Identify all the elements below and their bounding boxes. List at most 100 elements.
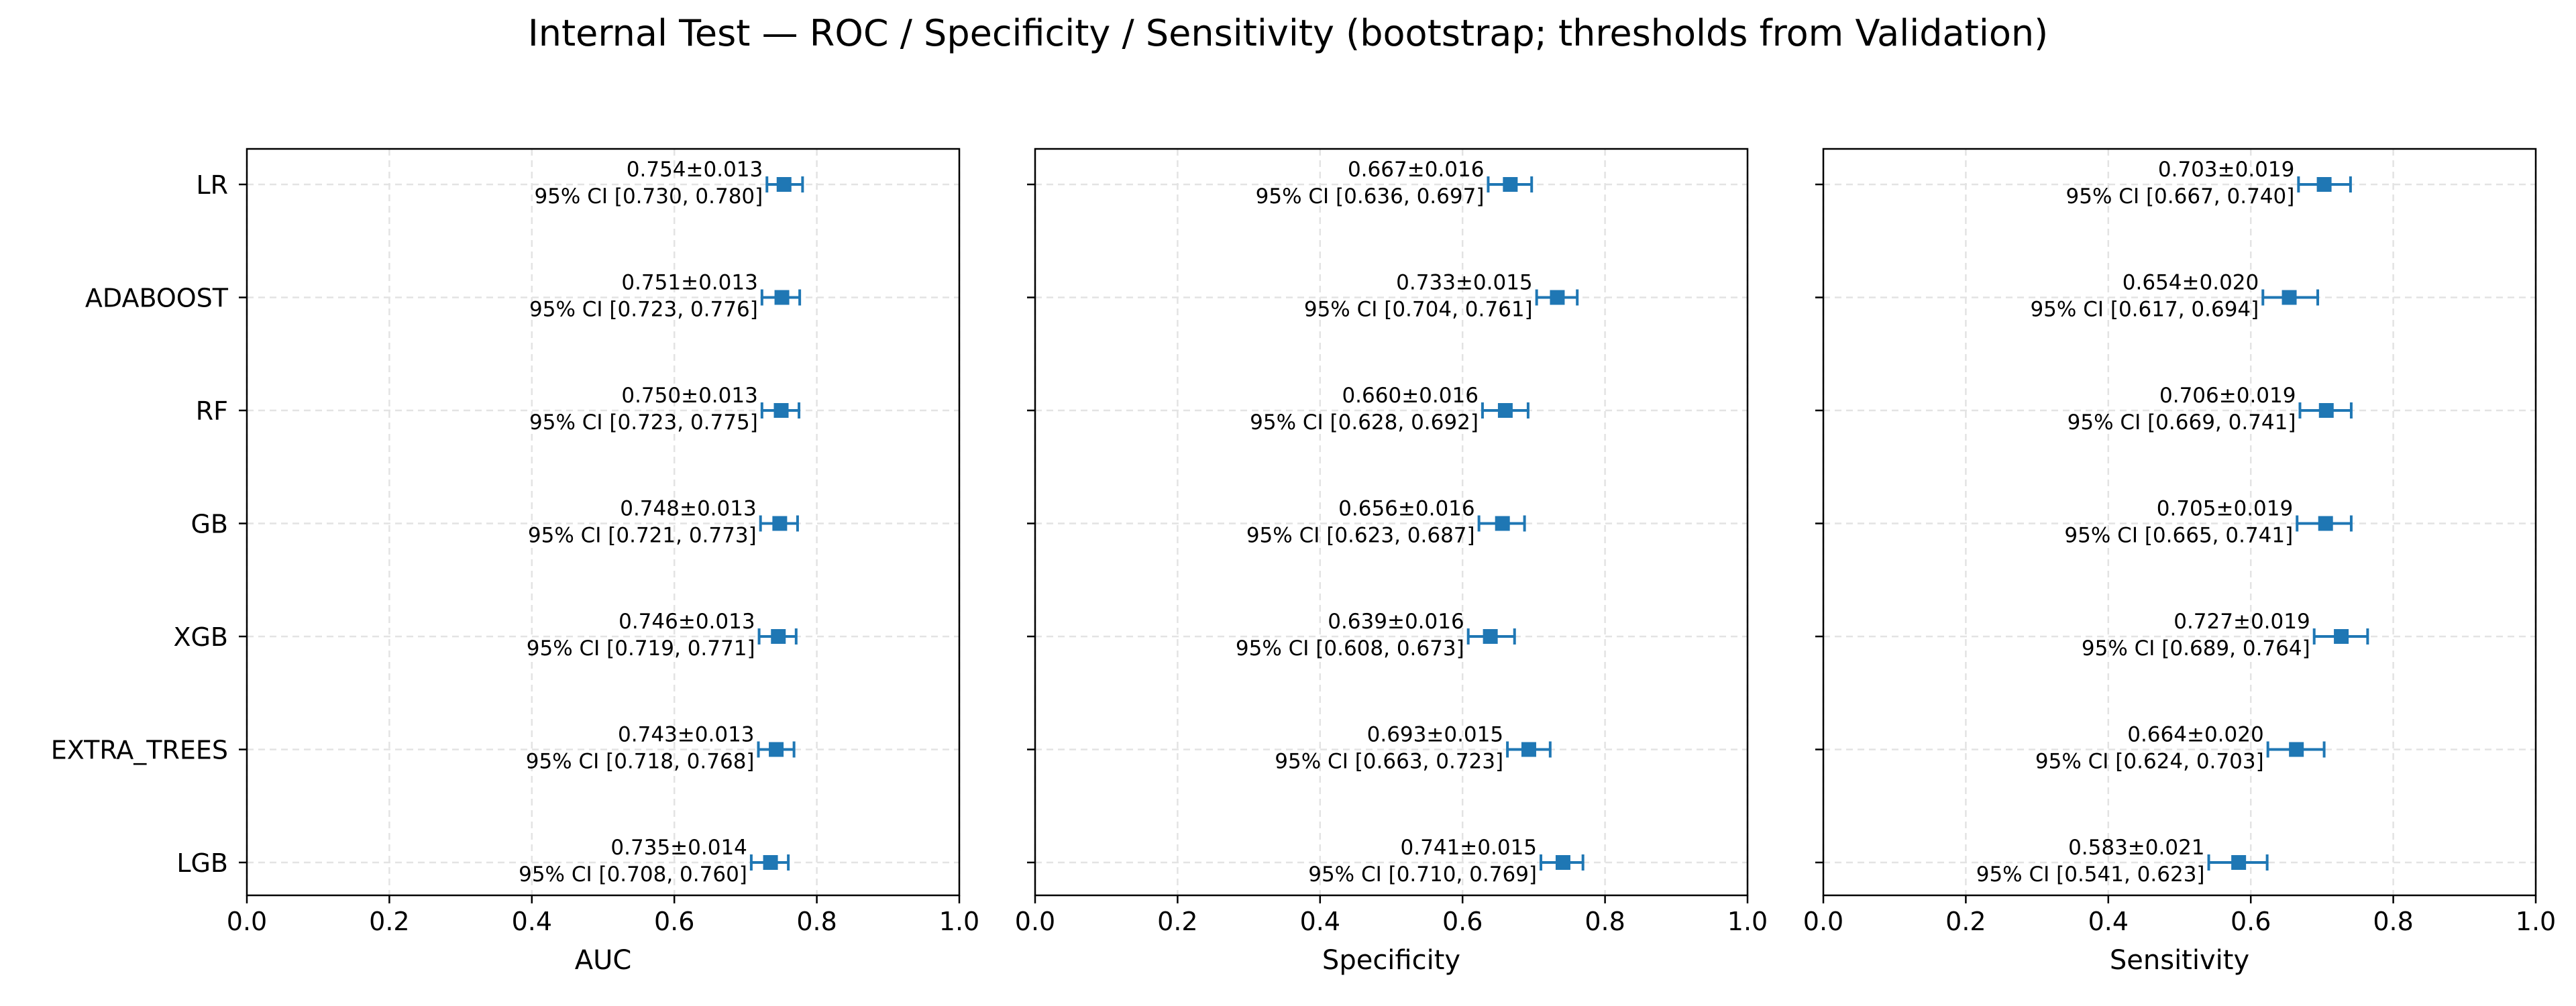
point-label: 0.693±0.015: [1367, 723, 1503, 747]
x-tick-label: 1.0: [2516, 907, 2556, 936]
point-label: 0.727±0.019: [2174, 610, 2310, 634]
ci-label: 95% CI [0.617, 0.694]: [2030, 298, 2259, 322]
mean-marker: [776, 177, 792, 192]
point-label: 0.639±0.016: [1328, 610, 1464, 634]
mean-marker: [1497, 403, 1513, 418]
point-label: 0.706±0.019: [2159, 384, 2296, 408]
x-tick-label: 1.0: [939, 907, 979, 936]
mean-marker: [763, 855, 778, 870]
point-label: 0.703±0.019: [2158, 158, 2294, 182]
ci-label: 95% CI [0.608, 0.673]: [1236, 636, 1464, 661]
axes-frame: [1822, 148, 2537, 897]
y-tick-label: ADABOOST: [85, 284, 229, 313]
point-label: 0.664±0.020: [2127, 723, 2263, 747]
y-tick-label: LR: [196, 170, 228, 200]
y-tick-label: EXTRA_TREES: [51, 736, 228, 765]
y-tick-label: RF: [196, 396, 228, 426]
point-label: 0.654±0.020: [2123, 271, 2259, 295]
x-tick-label: 0.0: [1015, 907, 1055, 936]
x-axis-label: Sensitivity: [2110, 945, 2249, 976]
ci-label: 95% CI [0.723, 0.776]: [529, 298, 758, 322]
mean-marker: [2334, 629, 2349, 644]
point-label: 0.733±0.015: [1396, 271, 1532, 295]
x-tick-label: 0.8: [2373, 907, 2413, 936]
ci-label: 95% CI [0.730, 0.780]: [534, 184, 763, 209]
mean-marker: [2231, 855, 2247, 870]
mean-marker: [772, 516, 788, 531]
point-label: 0.743±0.013: [618, 723, 754, 747]
ci-label: 95% CI [0.689, 0.764]: [2082, 636, 2310, 661]
ci-label: 95% CI [0.710, 0.769]: [1308, 862, 1537, 887]
point-label: 0.583±0.021: [2068, 836, 2204, 860]
point-label: 0.751±0.013: [621, 271, 757, 295]
x-tick-label: 0.2: [369, 907, 409, 936]
ci-label: 95% CI [0.721, 0.773]: [528, 524, 757, 548]
point-label: 0.656±0.016: [1338, 497, 1474, 521]
x-tick-label: 0.2: [1157, 907, 1197, 936]
x-tick-label: 0.6: [2231, 907, 2271, 936]
x-tick-label: 0.6: [1442, 907, 1483, 936]
ci-label: 95% CI [0.636, 0.697]: [1256, 184, 1485, 209]
y-tick-label: GB: [191, 510, 228, 539]
ci-label: 95% CI [0.704, 0.761]: [1304, 298, 1533, 322]
mean-marker: [769, 742, 784, 757]
point-label: 0.746±0.013: [619, 610, 755, 634]
ci-label: 95% CI [0.667, 0.740]: [2066, 184, 2295, 209]
ci-label: 95% CI [0.719, 0.771]: [527, 636, 755, 661]
mean-marker: [774, 290, 790, 305]
ci-label: 95% CI [0.723, 0.775]: [529, 410, 758, 435]
x-tick-label: 0.4: [2088, 907, 2129, 936]
point-label: 0.735±0.014: [610, 836, 747, 860]
ci-label: 95% CI [0.624, 0.703]: [2035, 750, 2264, 774]
ci-label: 95% CI [0.718, 0.768]: [526, 750, 755, 774]
axes-frame: [246, 148, 961, 897]
x-tick-label: 0.4: [1300, 907, 1340, 936]
figure-title: Internal Test — ROC / Specificity / Sens…: [528, 12, 2048, 54]
ci-label: 95% CI [0.669, 0.741]: [2068, 410, 2296, 435]
x-tick-label: 0.0: [1803, 907, 1843, 936]
x-tick-label: 0.8: [796, 907, 837, 936]
mean-marker: [2318, 403, 2334, 418]
point-label: 0.754±0.013: [627, 158, 763, 182]
point-label: 0.750±0.013: [621, 384, 757, 408]
mean-marker: [1503, 177, 1518, 192]
ci-label: 95% CI [0.665, 0.741]: [2064, 524, 2293, 548]
point-label: 0.741±0.015: [1401, 836, 1537, 860]
mean-marker: [2289, 742, 2304, 757]
point-label: 0.660±0.016: [1342, 384, 1478, 408]
ci-label: 95% CI [0.623, 0.687]: [1246, 524, 1475, 548]
x-tick-label: 0.2: [1945, 907, 1986, 936]
x-tick-label: 1.0: [1727, 907, 1768, 936]
ci-label: 95% CI [0.628, 0.692]: [1250, 410, 1479, 435]
mean-marker: [773, 403, 789, 418]
x-tick-label: 0.0: [227, 907, 267, 936]
mean-marker: [1483, 629, 1498, 644]
x-tick-label: 0.6: [654, 907, 694, 936]
mean-marker: [2318, 516, 2333, 531]
x-axis-label: Specificity: [1322, 945, 1460, 976]
mean-marker: [1550, 290, 1565, 305]
ci-label: 95% CI [0.708, 0.760]: [519, 862, 747, 887]
axes-frame: [1034, 148, 1749, 897]
ci-label: 95% CI [0.663, 0.723]: [1275, 750, 1503, 774]
x-tick-label: 0.4: [512, 907, 552, 936]
y-tick-label: LGB: [176, 848, 228, 878]
x-axis-label: AUC: [575, 945, 632, 976]
point-label: 0.705±0.019: [2157, 497, 2293, 521]
mean-marker: [771, 629, 786, 644]
point-label: 0.667±0.016: [1348, 158, 1484, 182]
mean-marker: [1521, 742, 1536, 757]
mean-marker: [1555, 855, 1570, 870]
mean-marker: [2282, 290, 2297, 305]
ci-label: 95% CI [0.541, 0.623]: [1976, 862, 2205, 887]
point-label: 0.748±0.013: [620, 497, 756, 521]
x-tick-label: 0.8: [1585, 907, 1625, 936]
mean-marker: [1495, 516, 1510, 531]
mean-marker: [2316, 177, 2332, 192]
